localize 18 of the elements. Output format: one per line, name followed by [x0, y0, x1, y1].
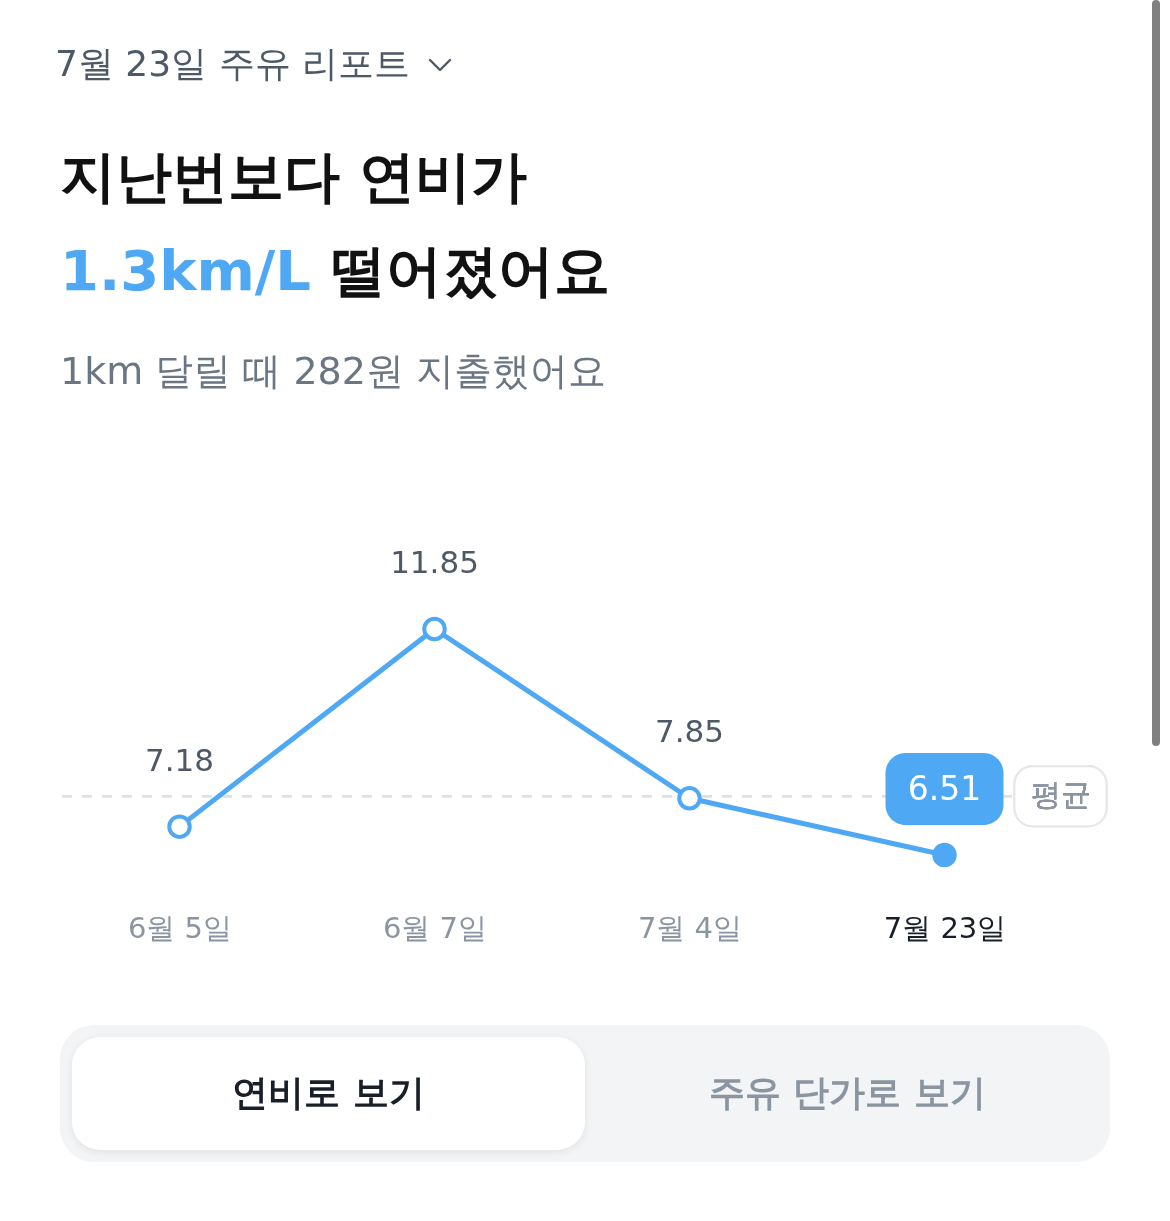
segmented-control: 연비로 보기 주유 단가로 보기 [60, 1025, 1110, 1162]
data-label: 6.51 [907, 769, 982, 808]
point [167, 814, 192, 839]
x-tick-label: 6월 5일 [127, 910, 233, 945]
x-tick-label: 6월 7일 [382, 910, 488, 945]
chart-title: 지난번보다 연비가 1.3km/L 떨어졌어요 [60, 143, 611, 305]
point [677, 786, 702, 811]
x-tick-label: 7월 23일 [883, 910, 1007, 945]
x-tick-label: 7월 4일 [637, 910, 743, 945]
ref-line-label: 평균 [1030, 777, 1091, 813]
text: 7월 23일 주유 리포트 [55, 42, 411, 86]
chart-subtitle: 1km 달릴 때 282원 지출했어요 [60, 348, 607, 395]
point [932, 842, 957, 868]
data-label: 7.18 [144, 741, 215, 778]
selected-tab: 연비로 보기 [72, 1037, 585, 1150]
data-label: 7.85 [654, 713, 725, 750]
point [422, 616, 447, 642]
data-label: 11.85 [390, 544, 479, 580]
